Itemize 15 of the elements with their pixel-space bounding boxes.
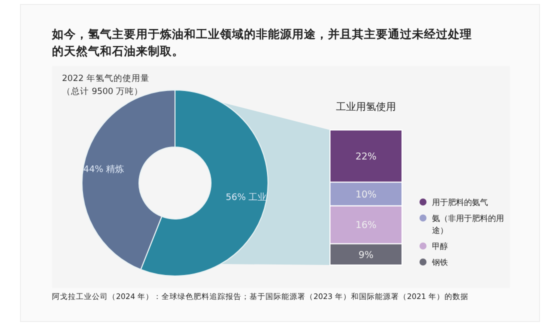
legend-item: 用于肥料的氨气 bbox=[420, 198, 488, 207]
legend-label: 钢铁 bbox=[431, 258, 448, 267]
chart-subtitle: 2022 年氢气的使用量（总计 9500 万吨） bbox=[62, 73, 150, 99]
data-label: 9% bbox=[358, 250, 374, 261]
data-label: 10% bbox=[355, 189, 377, 200]
legend-item: 甲醇 bbox=[420, 242, 448, 251]
legend-label: 甲醇 bbox=[432, 242, 448, 251]
chart-title: 如今，氢气主要用于炼油和工业领域的非能源用途，并且其主要通过未经过处理的天然气和石油来制取。 bbox=[52, 26, 472, 60]
legend-item: 钢铁 bbox=[420, 258, 448, 267]
data-label: 16% bbox=[355, 220, 377, 232]
legend-item: 氨（非用于肥料的用途） bbox=[420, 214, 504, 235]
chart-title: 工业用氢使用 bbox=[335, 100, 397, 114]
slice-label: 44% 精炼 bbox=[82, 164, 126, 178]
slice-label: 56% 工业 bbox=[224, 192, 268, 205]
data-label: 22% bbox=[355, 152, 377, 163]
